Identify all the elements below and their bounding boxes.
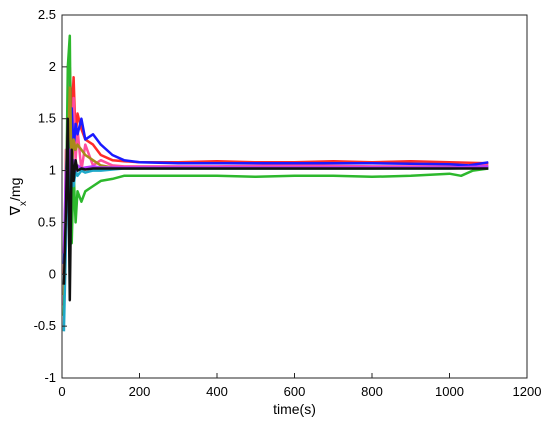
x-tick-label: 200 <box>129 384 151 399</box>
series-line-2 <box>62 75 489 306</box>
x-tick-label: 1200 <box>513 384 542 399</box>
y-axis-label-symbol: ∇ <box>7 205 23 216</box>
y-axis-label: ∇x/mg <box>7 178 29 217</box>
series-line-4 <box>62 34 489 316</box>
y-tick-label: -1 <box>44 370 56 385</box>
y-tick-label: 0.5 <box>38 214 56 229</box>
y-axis-label-unit: /mg <box>7 178 23 201</box>
y-axis-label-subscript: x <box>18 201 29 206</box>
y-tick-label: 1.5 <box>38 111 56 126</box>
series-lines <box>62 34 489 332</box>
series-line-1 <box>62 65 489 275</box>
series-line-8 <box>62 117 489 302</box>
series-line-5 <box>62 86 489 296</box>
y-tick-label: 1 <box>49 163 56 178</box>
x-tick-label: 1000 <box>435 384 464 399</box>
plot-area-border <box>61 14 528 379</box>
y-tick-label: -0.5 <box>34 318 56 333</box>
series-line-3 <box>62 107 489 264</box>
x-tick-label: 600 <box>284 384 306 399</box>
x-axis-label: time(s) <box>273 401 316 417</box>
x-tick-label: 400 <box>206 384 228 399</box>
y-tick-label: 2 <box>49 59 56 74</box>
x-tick-label: 0 <box>58 384 65 399</box>
y-tick-label: 0 <box>49 266 56 281</box>
x-axis-ticks: 0 200 400 600 800 1000 1200 <box>58 373 541 399</box>
x-tick-label: 800 <box>361 384 383 399</box>
y-tick-label: 2.5 <box>38 7 56 22</box>
